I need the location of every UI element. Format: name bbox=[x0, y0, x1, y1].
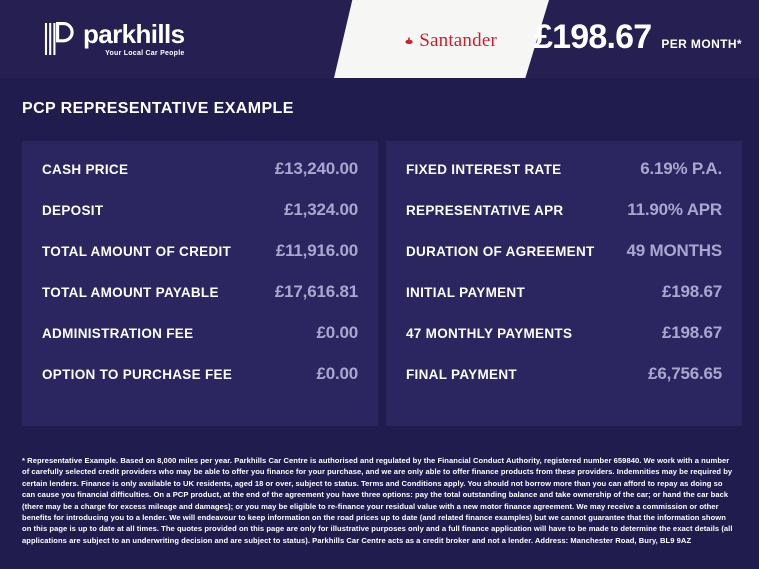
table-row: FIXED INTEREST RATE 6.19% P.A. bbox=[406, 159, 722, 200]
santander-wordmark: Santander bbox=[419, 29, 497, 51]
finance-figures-panel-left: CASH PRICE £13,240.00 DEPOSIT £1,324.00 … bbox=[22, 141, 378, 426]
row-value: £198.67 bbox=[661, 282, 722, 301]
table-row: TOTAL AMOUNT PAYABLE £17,616.81 bbox=[42, 282, 358, 323]
row-label: FINAL PAYMENT bbox=[406, 367, 517, 382]
page-title: PCP REPRESENTATIVE EXAMPLE bbox=[22, 100, 294, 117]
monthly-price-amount: £198.67 bbox=[534, 18, 652, 56]
row-label: ADMINISTRATION FEE bbox=[42, 326, 194, 341]
row-label: INITIAL PAYMENT bbox=[406, 285, 526, 300]
table-row: 47 MONTHLY PAYMENTS £198.67 bbox=[406, 323, 722, 364]
finance-figures-panel-right: FIXED INTEREST RATE 6.19% P.A. REPRESENT… bbox=[386, 141, 742, 426]
monthly-price-block: £198.67 PER MONTH* bbox=[534, 20, 742, 54]
table-row: CASH PRICE £13,240.00 bbox=[42, 159, 358, 200]
parkhills-logo[interactable]: parkhills Your Local Car People bbox=[44, 20, 185, 58]
santander-logo: Santander bbox=[405, 28, 497, 52]
santander-flame-icon bbox=[405, 36, 413, 44]
row-label: 47 MONTHLY PAYMENTS bbox=[406, 326, 573, 341]
row-label: OPTION TO PURCHASE FEE bbox=[42, 367, 233, 382]
monthly-price-period: PER MONTH* bbox=[661, 37, 742, 51]
row-label: FIXED INTEREST RATE bbox=[406, 162, 562, 177]
row-label: TOTAL AMOUNT PAYABLE bbox=[42, 285, 219, 300]
row-label: CASH PRICE bbox=[42, 162, 129, 177]
row-value: £0.00 bbox=[316, 364, 358, 383]
parkhills-p-mark-icon bbox=[44, 22, 74, 55]
row-value: £1,324.00 bbox=[284, 200, 358, 219]
row-label: REPRESENTATIVE APR bbox=[406, 203, 564, 218]
row-value: 6.19% P.A. bbox=[640, 159, 722, 178]
representative-example-disclaimer: * Representative Example. Based on 8,000… bbox=[22, 456, 733, 545]
table-row: DURATION OF AGREEMENT 49 MONTHS bbox=[406, 241, 722, 282]
row-label: DURATION OF AGREEMENT bbox=[406, 244, 595, 259]
row-label: DEPOSIT bbox=[42, 203, 104, 218]
row-value: 11.90% APR bbox=[627, 200, 722, 219]
row-value: £11,916.00 bbox=[275, 241, 358, 260]
table-row: FINAL PAYMENT £6,756.65 bbox=[406, 364, 722, 405]
parkhills-tagline: Your Local Car People bbox=[105, 50, 185, 57]
table-row: INITIAL PAYMENT £198.67 bbox=[406, 282, 722, 323]
parkhills-wordmark: parkhills bbox=[83, 19, 185, 49]
row-value: £0.00 bbox=[316, 323, 358, 342]
header-bar: parkhills Your Local Car People Santande… bbox=[0, 0, 759, 78]
parkhills-wordmark-group: parkhills Your Local Car People bbox=[83, 21, 185, 57]
row-value: 49 MONTHS bbox=[626, 241, 723, 260]
table-row: DEPOSIT £1,324.00 bbox=[42, 200, 358, 241]
table-row: REPRESENTATIVE APR 11.90% APR bbox=[406, 200, 722, 241]
row-value: £198.67 bbox=[661, 323, 722, 342]
row-value: £13,240.00 bbox=[274, 159, 358, 178]
table-row: OPTION TO PURCHASE FEE £0.00 bbox=[42, 364, 358, 405]
santander-panel bbox=[334, 0, 549, 78]
table-row: TOTAL AMOUNT OF CREDIT £11,916.00 bbox=[42, 241, 358, 282]
row-label: TOTAL AMOUNT OF CREDIT bbox=[42, 244, 232, 259]
row-value: £17,616.81 bbox=[274, 282, 358, 301]
table-row: ADMINISTRATION FEE £0.00 bbox=[42, 323, 358, 364]
row-value: £6,756.65 bbox=[648, 364, 722, 383]
